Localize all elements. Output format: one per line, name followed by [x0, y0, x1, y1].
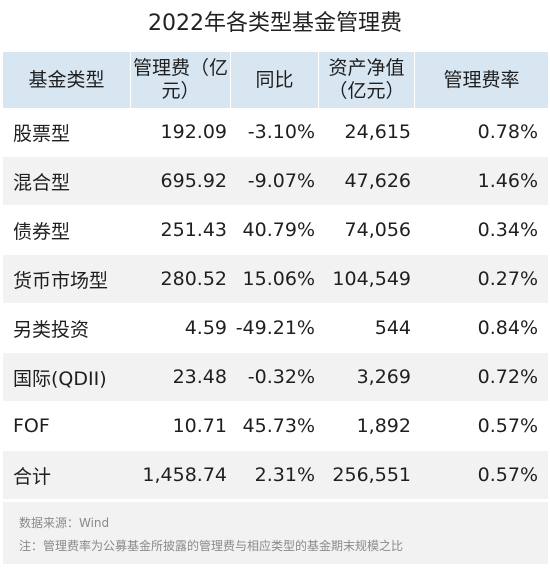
cell-fund-type: 混合型	[13, 171, 71, 194]
header-yoy: 同比	[231, 52, 319, 108]
remark-note: 注：管理费率为公募基金所披露的管理费与相应类型的基金期末规模之比	[19, 539, 404, 553]
cell-fee-rate: 0.78%	[477, 121, 538, 143]
cell-net-assets: 3,269	[356, 366, 411, 388]
cell-net-assets: 544	[374, 317, 411, 339]
cell-net-assets: 1,892	[356, 415, 411, 437]
header-net-assets: 资产净值（亿元）	[319, 52, 415, 108]
cell-fee-rate: 0.57%	[477, 415, 538, 437]
cell-fee-rate: 0.72%	[477, 366, 538, 388]
cell-management-fee: 192.09	[160, 121, 227, 143]
cell-yoy: -3.10%	[247, 121, 315, 143]
cell-management-fee: 23.48	[172, 366, 227, 388]
cell-fund-type: 合计	[13, 465, 52, 488]
table-header: 基金类型 管理费（亿元） 同比 资产净值（亿元） 管理费率	[3, 52, 548, 108]
table-row: 另类投资 4.59 -49.21% 544 0.84%	[3, 304, 548, 353]
cell-net-assets: 256,551	[332, 464, 411, 486]
cell-fee-rate: 0.57%	[477, 464, 538, 486]
header-fee-rate: 管理费率	[443, 68, 520, 91]
cell-management-fee: 251.43	[160, 219, 227, 241]
cell-yoy: -0.32%	[247, 366, 315, 388]
table-row: 货币市场型 280.52 15.06% 104,549 0.27%	[3, 255, 548, 304]
cell-yoy: -9.07%	[247, 170, 315, 192]
cell-fund-type: 另类投资	[13, 318, 90, 341]
table-row: 债券型 251.43 40.79% 74,056 0.34%	[3, 206, 548, 255]
cell-management-fee: 1,458.74	[142, 464, 227, 486]
cell-net-assets: 104,549	[332, 268, 411, 290]
cell-net-assets: 24,615	[344, 121, 411, 143]
cell-management-fee: 280.52	[160, 268, 227, 290]
cell-management-fee: 4.59	[184, 317, 227, 339]
table-row-total: 合计 1,458.74 2.31% 256,551 0.57%	[3, 451, 548, 500]
footnotes: 数据来源：Wind 注：管理费率为公募基金所披露的管理费与相应类型的基金期末规模…	[3, 502, 548, 564]
cell-fund-type: 债券型	[13, 220, 71, 243]
cell-fee-rate: 0.34%	[477, 219, 538, 241]
header-management-fee: 管理费（亿元）	[131, 52, 231, 108]
cell-net-assets: 74,056	[344, 219, 411, 241]
cell-yoy: 45.73%	[242, 415, 315, 437]
cell-yoy: -49.21%	[235, 317, 315, 339]
cell-yoy: 40.79%	[242, 219, 315, 241]
cell-fee-rate: 0.27%	[477, 268, 538, 290]
cell-fund-type: 国际(QDII)	[13, 367, 107, 390]
page-title: 2022年各类型基金管理费	[148, 11, 402, 36]
cell-fee-rate: 0.84%	[477, 317, 538, 339]
table-row: 国际(QDII) 23.48 -0.32% 3,269 0.72%	[3, 353, 548, 402]
table-row: FOF 10.71 45.73% 1,892 0.57%	[3, 402, 548, 451]
cell-fee-rate: 1.46%	[477, 170, 538, 192]
table-row: 股票型 192.09 -3.10% 24,615 0.78%	[3, 108, 548, 157]
cell-fund-type: 股票型	[13, 122, 71, 145]
data-source-note: 数据来源：Wind	[19, 516, 110, 530]
cell-management-fee: 695.92	[160, 170, 227, 192]
table-row: 混合型 695.92 -9.07% 47,626 1.46%	[3, 157, 548, 206]
cell-fund-type: FOF	[13, 415, 50, 437]
fund-fee-table: 基金类型 管理费（亿元） 同比 资产净值（亿元） 管理费率 股票型 192.09…	[3, 52, 548, 500]
cell-management-fee: 10.71	[172, 415, 227, 437]
cell-yoy: 2.31%	[254, 464, 315, 486]
cell-net-assets: 47,626	[344, 170, 411, 192]
header-fund-type: 基金类型	[3, 52, 131, 108]
cell-fund-type: 货币市场型	[13, 269, 109, 292]
cell-yoy: 15.06%	[242, 268, 315, 290]
